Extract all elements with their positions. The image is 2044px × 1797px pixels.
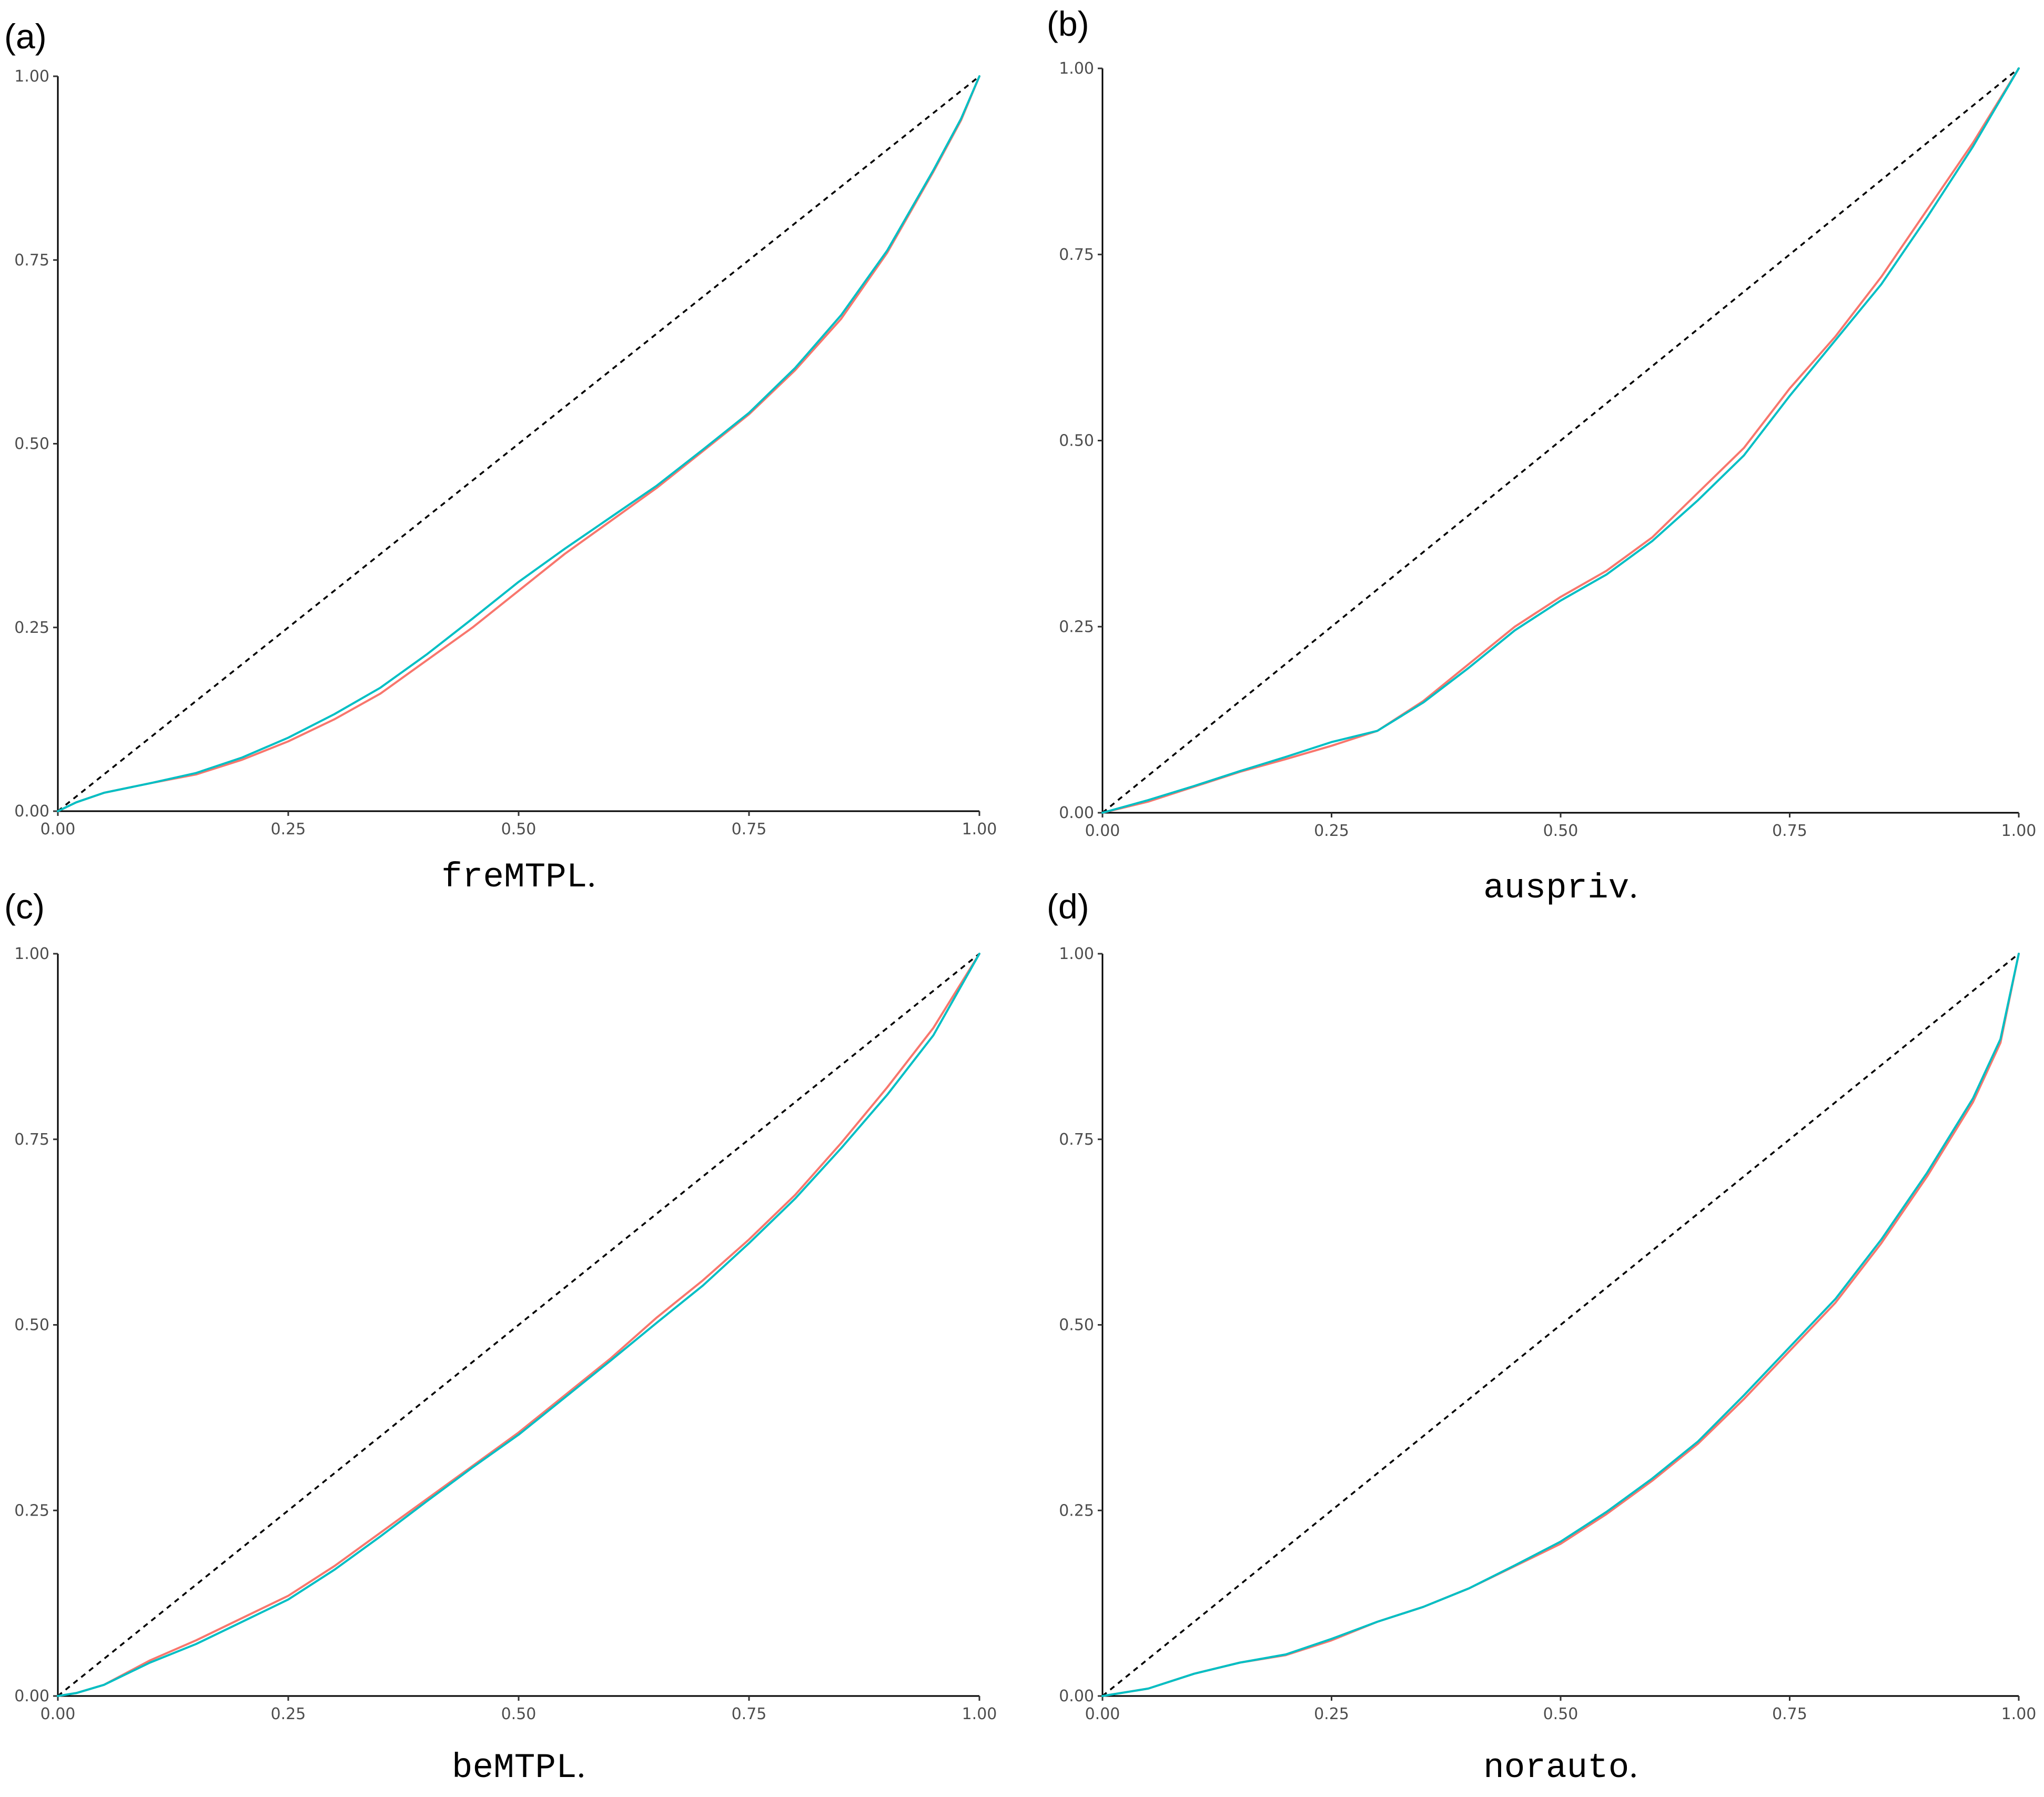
x-tick-label: 1.00 xyxy=(962,1705,997,1723)
x-tick-label: 0.50 xyxy=(1543,822,1578,840)
x-tick-label: 0.25 xyxy=(1314,822,1349,840)
x-tick-label: 0.00 xyxy=(1085,822,1120,840)
y-tick-label: 0.50 xyxy=(1059,1316,1094,1335)
panel-caption: norauto. xyxy=(1483,1746,1638,1788)
x-tick-label: 0.75 xyxy=(732,1705,767,1723)
y-tick-label: 0.00 xyxy=(1059,804,1094,822)
series-teal-curve xyxy=(1101,953,2020,1697)
x-tick-label: 1.00 xyxy=(2001,1705,2037,1723)
x-tick-label: 0.75 xyxy=(1772,822,1807,840)
caption-suffix: . xyxy=(1629,1746,1638,1785)
y-tick-label: 1.00 xyxy=(14,945,49,963)
series-teal-curve xyxy=(57,75,980,812)
caption-suffix: . xyxy=(587,856,596,894)
panel-b: (b) 0.00 0.25 0.50 0.75 1.00 0.00 0.25 0.50 0.75 1… xyxy=(1047,4,2036,908)
x-tick-label: 0.25 xyxy=(271,820,306,839)
caption-dataset-name: norauto xyxy=(1483,1748,1629,1788)
caption-suffix: . xyxy=(577,1746,586,1785)
x-tick-label: 0.75 xyxy=(732,820,767,839)
x-tick-label: 0.25 xyxy=(271,1705,306,1723)
panel-label: (a) xyxy=(4,17,47,56)
equality-reference-line xyxy=(1101,953,2020,1697)
series-teal-curve xyxy=(57,953,980,1697)
y-tick-label: 0.00 xyxy=(14,1687,49,1705)
series-red-curve xyxy=(1101,67,2020,814)
y-tick-label: 0.25 xyxy=(14,619,49,637)
equality-reference-line xyxy=(1101,67,2020,814)
x-tick-label: 0.25 xyxy=(1314,1705,1349,1723)
y-tick-label: 0.25 xyxy=(14,1501,49,1520)
y-tick-label: 0.25 xyxy=(1059,618,1094,636)
caption-dataset-name: beMTPL xyxy=(452,1748,577,1788)
y-tick-label: 1.00 xyxy=(1059,59,1094,78)
panel-a: (a) 0.00 0.25 0.50 0.75 1.00 0.00 0.25 0.50 0.75 1… xyxy=(4,17,997,897)
caption-suffix: . xyxy=(1629,867,1638,905)
y-tick-label: 1.00 xyxy=(14,67,49,86)
caption-dataset-name: auspriv xyxy=(1483,869,1629,908)
x-tick-label: 1.00 xyxy=(2001,822,2037,840)
equality-reference-line xyxy=(57,953,980,1697)
x-tick-label: 0.00 xyxy=(1085,1705,1120,1723)
series-red-curve xyxy=(57,953,980,1697)
x-tick-label: 0.00 xyxy=(41,1705,76,1723)
panel-label: (d) xyxy=(1047,887,1089,926)
y-tick-label: 0.75 xyxy=(1059,1130,1094,1149)
x-tick-label: 0.50 xyxy=(501,1705,537,1723)
y-tick-label: 0.50 xyxy=(14,435,49,453)
panel-label: (c) xyxy=(4,887,45,926)
x-tick-label: 1.00 xyxy=(962,820,997,839)
y-tick-label: 1.00 xyxy=(1059,945,1094,963)
y-tick-label: 0.50 xyxy=(1059,432,1094,450)
panel-d: (d) 0.00 0.25 0.50 0.75 1.00 0.00 0.25 0.50 0.75 1… xyxy=(1047,887,2036,1788)
x-tick-label: 0.50 xyxy=(1543,1705,1578,1723)
panel-caption: beMTPL. xyxy=(452,1746,585,1788)
y-tick-label: 0.75 xyxy=(14,1130,49,1149)
equality-reference-line xyxy=(57,75,980,812)
y-tick-label: 0.25 xyxy=(1059,1501,1094,1520)
panel-caption: auspriv. xyxy=(1483,867,1638,908)
y-tick-label: 0.75 xyxy=(14,251,49,269)
panel-c: (c) 0.00 0.25 0.50 0.75 1.00 0.00 0.25 0.50 0.75 1… xyxy=(4,887,997,1788)
y-tick-label: 0.75 xyxy=(1059,246,1094,264)
x-tick-label: 0.00 xyxy=(41,820,76,839)
y-tick-label: 0.00 xyxy=(1059,1687,1094,1705)
y-tick-label: 0.50 xyxy=(14,1316,49,1335)
panel-caption: freMTPL. xyxy=(441,856,596,897)
series-teal-curve xyxy=(1101,67,2020,814)
x-tick-label: 0.75 xyxy=(1772,1705,1807,1723)
panel-label: (b) xyxy=(1047,4,1089,43)
y-tick-label: 0.00 xyxy=(14,802,49,821)
x-tick-label: 0.50 xyxy=(501,820,537,839)
caption-dataset-name: freMTPL xyxy=(441,857,587,897)
